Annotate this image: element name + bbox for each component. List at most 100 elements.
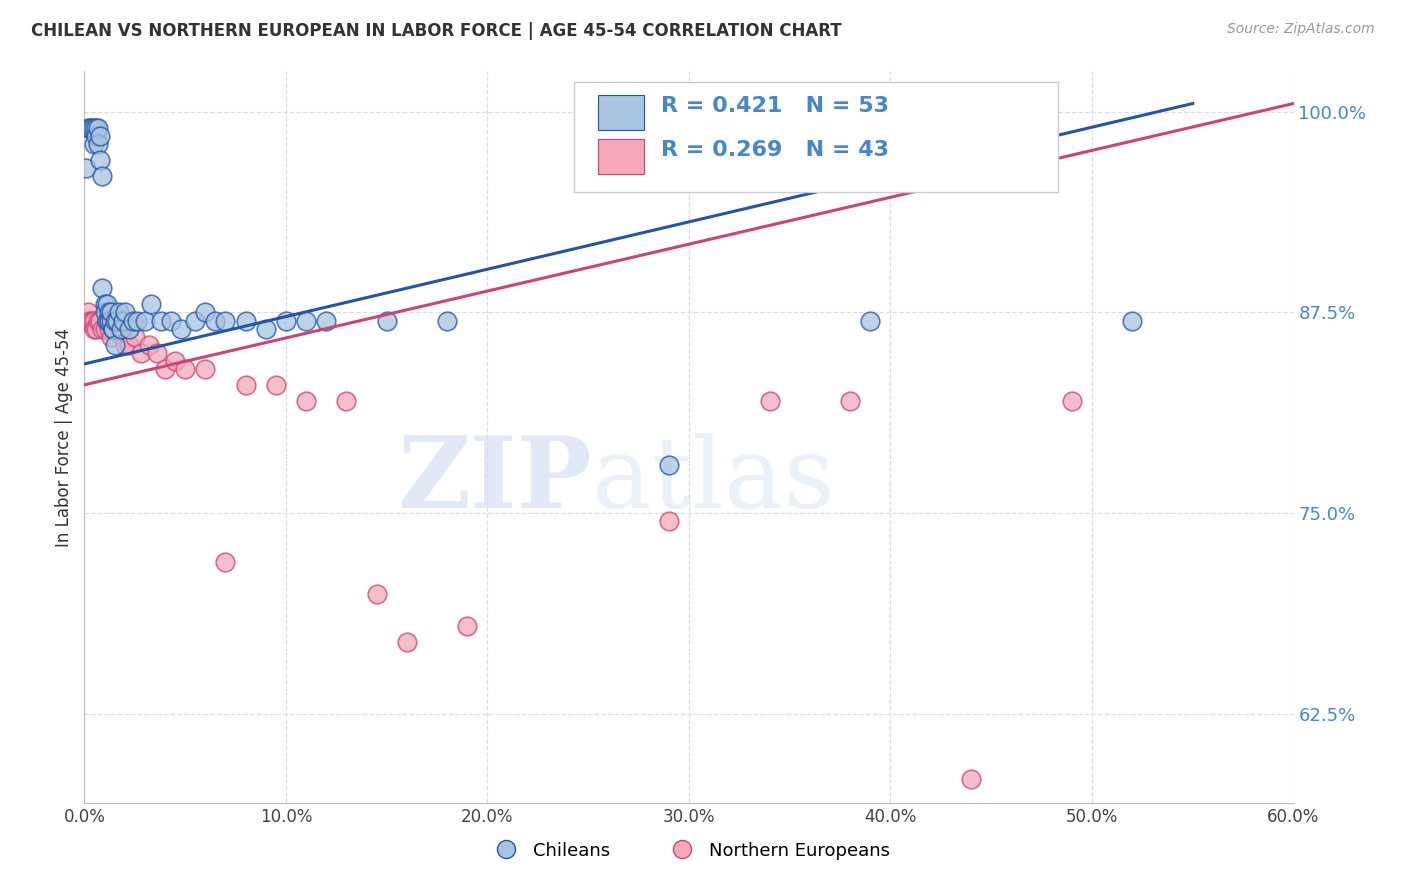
Northern Europeans — [77, 305, 100, 319]
Northern Europeans — [97, 321, 120, 335]
Chileans — [111, 313, 134, 327]
Text: Source: ZipAtlas.com: Source: ZipAtlas.com — [1227, 22, 1375, 37]
Northern Europeans — [86, 321, 108, 335]
Chileans — [184, 313, 207, 327]
Chileans — [91, 169, 114, 183]
Chileans — [100, 313, 122, 327]
Y-axis label: In Labor Force | Age 45-54: In Labor Force | Age 45-54 — [55, 327, 73, 547]
Northern Europeans — [264, 377, 287, 392]
Bar — [599, 138, 644, 174]
Chileans — [204, 313, 226, 327]
Northern Europeans — [93, 321, 115, 335]
Text: ZIP: ZIP — [398, 433, 592, 530]
Northern Europeans — [124, 329, 146, 343]
Northern Europeans — [83, 321, 105, 335]
Chileans — [93, 305, 115, 319]
Chileans — [436, 313, 458, 327]
Northern Europeans — [146, 345, 169, 359]
Chileans — [149, 313, 172, 327]
Chileans — [105, 313, 128, 327]
Northern Europeans — [165, 353, 187, 368]
Chileans — [104, 337, 127, 351]
Northern Europeans — [960, 772, 983, 786]
Chileans — [87, 120, 110, 135]
Northern Europeans — [839, 393, 862, 408]
Chileans — [295, 313, 318, 327]
Northern Europeans — [79, 313, 101, 327]
Northern Europeans — [91, 321, 114, 335]
Northern Europeans — [89, 313, 111, 327]
Chileans — [139, 297, 162, 311]
Chileans — [104, 313, 127, 327]
Northern Europeans — [96, 313, 118, 327]
Chileans — [93, 297, 115, 311]
Chileans — [97, 313, 120, 327]
Chileans — [121, 313, 143, 327]
Chileans — [859, 313, 882, 327]
Northern Europeans — [83, 313, 105, 327]
Chileans — [194, 305, 217, 319]
Chileans — [97, 305, 120, 319]
Northern Europeans — [104, 313, 127, 327]
Northern Europeans — [100, 329, 122, 343]
Chileans — [110, 321, 132, 335]
Chileans — [118, 321, 141, 335]
Northern Europeans — [118, 337, 141, 351]
Chileans — [101, 321, 124, 335]
Text: atlas: atlas — [592, 434, 835, 529]
Chileans — [134, 313, 156, 327]
Northern Europeans — [658, 515, 681, 529]
Chileans — [96, 313, 118, 327]
Northern Europeans — [138, 337, 160, 351]
Chileans — [89, 153, 111, 167]
Chileans — [82, 120, 104, 135]
Northern Europeans — [107, 321, 129, 335]
Chileans — [77, 120, 100, 135]
Chileans — [235, 313, 257, 327]
Chileans — [274, 313, 297, 327]
Northern Europeans — [110, 321, 132, 335]
Chileans — [75, 161, 97, 175]
Chileans — [83, 136, 105, 151]
FancyBboxPatch shape — [574, 82, 1057, 192]
Chileans — [89, 128, 111, 143]
Northern Europeans — [101, 305, 124, 319]
Bar — [599, 95, 644, 130]
Northern Europeans — [82, 313, 104, 327]
Text: R = 0.421   N = 53: R = 0.421 N = 53 — [661, 95, 889, 116]
Northern Europeans — [105, 313, 128, 327]
Northern Europeans — [366, 587, 388, 601]
Northern Europeans — [295, 393, 318, 408]
Text: R = 0.269   N = 43: R = 0.269 N = 43 — [661, 140, 889, 160]
Northern Europeans — [153, 361, 176, 376]
Chileans — [96, 297, 118, 311]
Northern Europeans — [174, 361, 197, 376]
Chileans — [87, 136, 110, 151]
Chileans — [91, 281, 114, 295]
Chileans — [86, 128, 108, 143]
Chileans — [107, 305, 129, 319]
Chileans — [101, 321, 124, 335]
Chileans — [114, 305, 136, 319]
Chileans — [86, 120, 108, 135]
Northern Europeans — [758, 393, 780, 408]
Chileans — [658, 458, 681, 473]
Text: CHILEAN VS NORTHERN EUROPEAN IN LABOR FORCE | AGE 45-54 CORRELATION CHART: CHILEAN VS NORTHERN EUROPEAN IN LABOR FO… — [31, 22, 842, 40]
Chileans — [214, 313, 236, 327]
Chileans — [375, 313, 398, 327]
Chileans — [125, 313, 148, 327]
Chileans — [170, 321, 193, 335]
Northern Europeans — [235, 377, 257, 392]
Chileans — [315, 313, 337, 327]
Northern Europeans — [395, 635, 418, 649]
Chileans — [160, 313, 183, 327]
Northern Europeans — [214, 555, 236, 569]
Legend: Chileans, Northern Europeans: Chileans, Northern Europeans — [481, 835, 897, 867]
Chileans — [79, 120, 101, 135]
Northern Europeans — [456, 619, 478, 633]
Chileans — [254, 321, 277, 335]
Northern Europeans — [335, 393, 357, 408]
Northern Europeans — [87, 313, 110, 327]
Northern Europeans — [75, 313, 97, 327]
Northern Europeans — [129, 345, 152, 359]
